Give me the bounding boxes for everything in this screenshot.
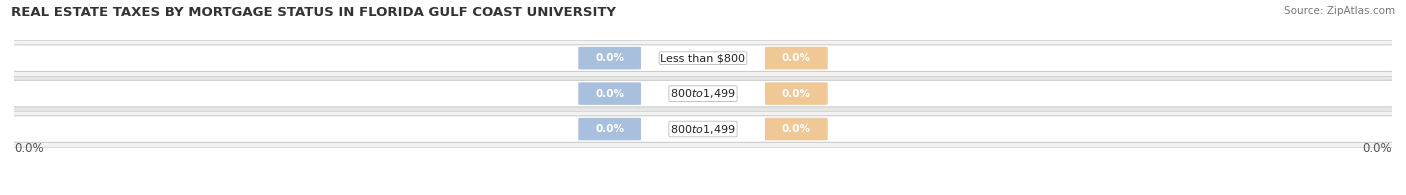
Text: 0.0%: 0.0% — [595, 89, 624, 99]
Text: 0.0%: 0.0% — [1362, 142, 1392, 155]
Text: 0.0%: 0.0% — [782, 124, 811, 134]
Text: Source: ZipAtlas.com: Source: ZipAtlas.com — [1284, 6, 1395, 16]
FancyBboxPatch shape — [578, 47, 641, 69]
Bar — [14, 40, 1392, 76]
Bar — [14, 76, 1392, 111]
FancyBboxPatch shape — [765, 118, 828, 140]
FancyBboxPatch shape — [765, 82, 828, 105]
FancyBboxPatch shape — [11, 45, 1395, 71]
FancyBboxPatch shape — [11, 116, 1395, 142]
Text: $800 to $1,499: $800 to $1,499 — [671, 87, 735, 100]
FancyBboxPatch shape — [578, 118, 641, 140]
Text: 0.0%: 0.0% — [14, 142, 44, 155]
Text: 0.0%: 0.0% — [782, 53, 811, 63]
Text: 0.0%: 0.0% — [595, 53, 624, 63]
Text: 0.0%: 0.0% — [782, 89, 811, 99]
Text: REAL ESTATE TAXES BY MORTGAGE STATUS IN FLORIDA GULF COAST UNIVERSITY: REAL ESTATE TAXES BY MORTGAGE STATUS IN … — [11, 6, 616, 19]
Text: $800 to $1,499: $800 to $1,499 — [671, 122, 735, 136]
FancyBboxPatch shape — [11, 80, 1395, 107]
FancyBboxPatch shape — [578, 82, 641, 105]
Bar — [14, 111, 1392, 147]
Text: Less than $800: Less than $800 — [661, 53, 745, 63]
Text: 0.0%: 0.0% — [595, 124, 624, 134]
FancyBboxPatch shape — [765, 47, 828, 69]
